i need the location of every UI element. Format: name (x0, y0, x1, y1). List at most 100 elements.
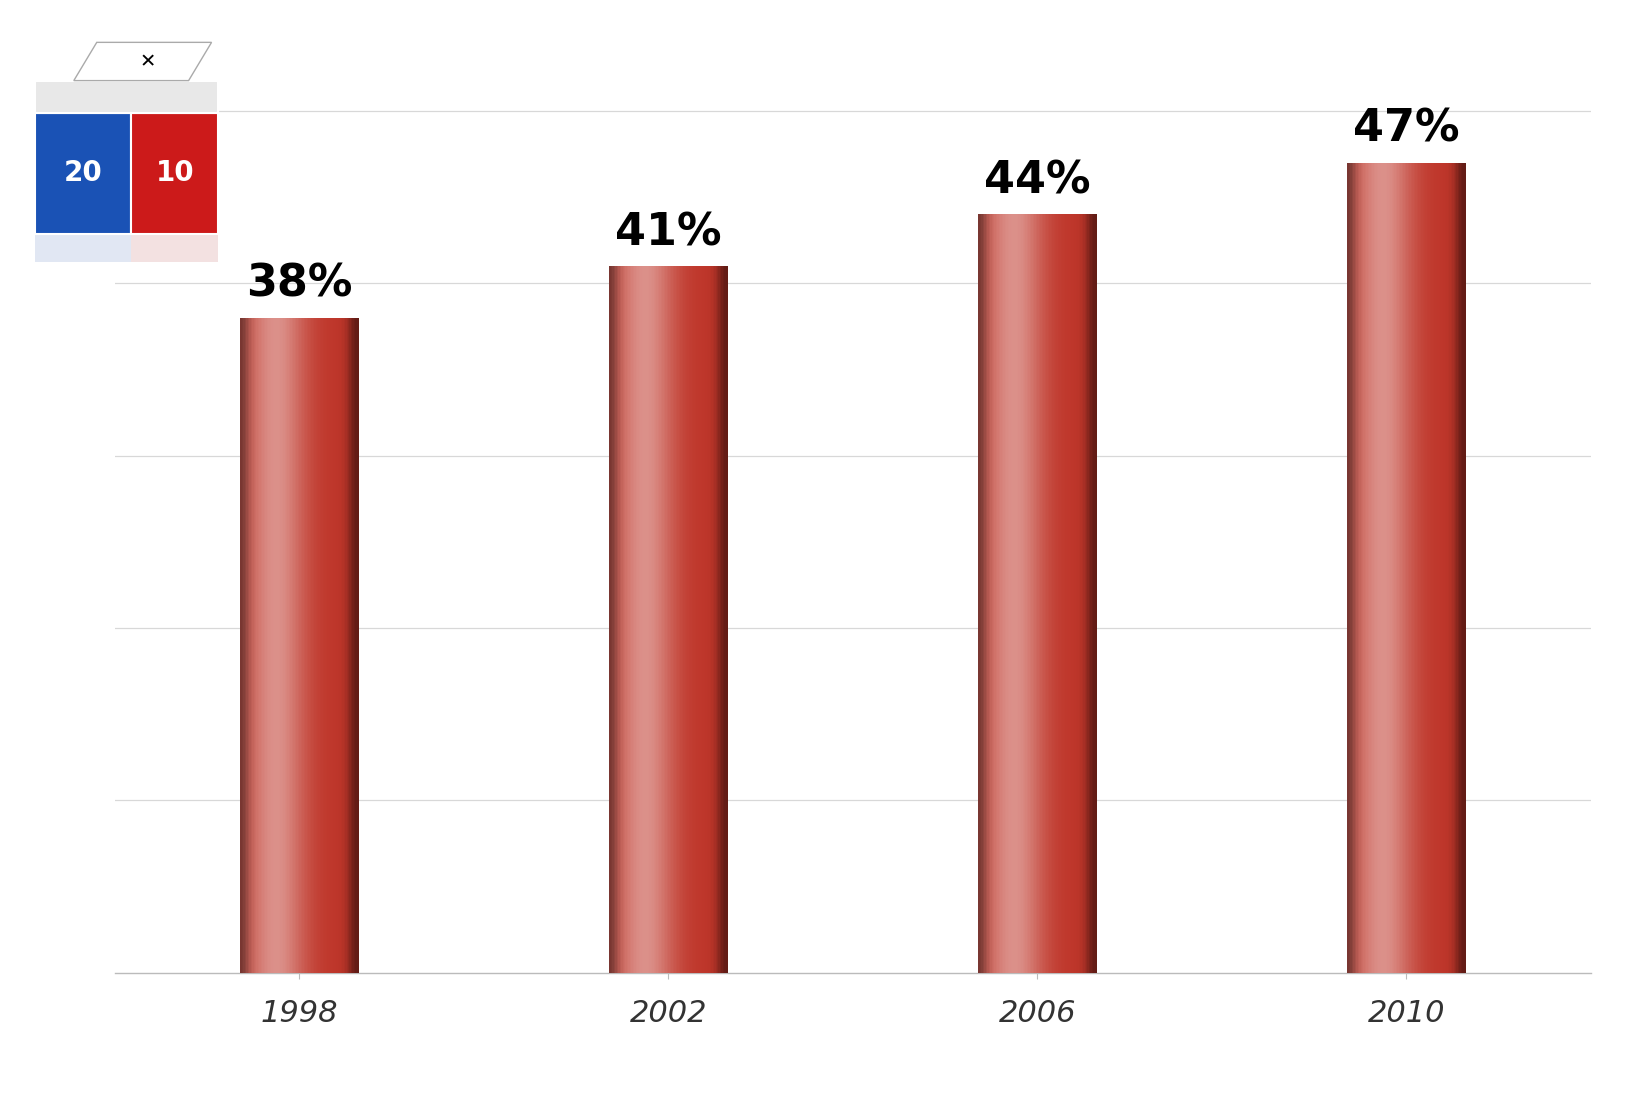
Bar (1039, 214, 1041, 973)
Bar (1046, 214, 1047, 973)
Bar (667, 266, 669, 973)
Bar (1370, 163, 1372, 973)
Bar (321, 318, 323, 973)
Bar (690, 266, 692, 973)
Bar (261, 318, 262, 973)
Bar (1087, 214, 1088, 973)
Bar (1365, 163, 1367, 973)
Bar (1419, 163, 1421, 973)
Bar (1449, 163, 1451, 973)
Bar (1416, 163, 1418, 973)
Bar (256, 318, 257, 973)
Bar (239, 318, 243, 973)
Bar (341, 318, 343, 973)
Bar (264, 318, 266, 973)
Bar (357, 318, 359, 973)
Bar (1092, 214, 1093, 973)
Bar (1082, 214, 1085, 973)
Bar (1436, 163, 1437, 973)
Bar (980, 214, 982, 973)
Bar (1380, 163, 1382, 973)
Bar (716, 266, 718, 973)
Bar (698, 266, 700, 973)
Bar (1398, 163, 1400, 973)
Bar (1080, 214, 1082, 973)
Bar (1388, 163, 1390, 973)
Bar (354, 318, 356, 973)
Bar (1377, 163, 1380, 973)
Bar (1410, 163, 1411, 973)
Bar (711, 266, 713, 973)
Bar (349, 318, 351, 973)
Polygon shape (131, 234, 218, 262)
Bar (1432, 163, 1434, 973)
Bar (688, 266, 690, 973)
Bar (641, 266, 642, 973)
Bar (1001, 214, 1003, 973)
Bar (661, 266, 662, 973)
Bar (344, 318, 347, 973)
Bar (1041, 214, 1042, 973)
Bar (651, 266, 652, 973)
Bar (1059, 214, 1060, 973)
Bar (338, 318, 339, 973)
Bar (628, 266, 629, 973)
Bar (328, 318, 331, 973)
Bar (1454, 163, 1455, 973)
Bar (1049, 214, 1051, 973)
Bar (1405, 163, 1406, 973)
Bar (659, 266, 661, 973)
Bar (1451, 163, 1452, 973)
Bar (983, 214, 985, 973)
Bar (987, 214, 988, 973)
Bar (1028, 214, 1029, 973)
Bar (669, 266, 672, 973)
Bar (308, 318, 310, 973)
Bar (1060, 214, 1062, 973)
Bar (1372, 163, 1373, 973)
Bar (1047, 214, 1049, 973)
Bar (1367, 163, 1369, 973)
Bar (1024, 214, 1026, 973)
Bar (687, 266, 688, 973)
Bar (1057, 214, 1059, 973)
Polygon shape (34, 234, 131, 262)
Bar (633, 266, 634, 973)
Bar (244, 318, 246, 973)
Bar (675, 266, 677, 973)
Bar (305, 318, 306, 973)
Bar (1083, 214, 1085, 973)
Bar (1026, 214, 1028, 973)
Bar (710, 266, 711, 973)
Bar (328, 318, 329, 973)
Bar (1077, 214, 1078, 973)
Bar (1421, 163, 1424, 973)
Bar (256, 318, 259, 973)
Bar (285, 318, 287, 973)
Bar (1006, 214, 1010, 973)
Bar (642, 266, 644, 973)
Bar (613, 266, 615, 973)
Bar (343, 318, 344, 973)
Bar (1075, 214, 1077, 973)
Bar (1377, 163, 1378, 973)
Bar (682, 266, 683, 973)
Bar (1418, 163, 1419, 973)
Bar (724, 266, 726, 973)
Bar (288, 318, 290, 973)
Bar (1403, 163, 1405, 973)
Bar (1006, 214, 1008, 973)
Bar (629, 266, 631, 973)
Bar (325, 318, 326, 973)
Bar (723, 266, 724, 973)
Bar (683, 266, 685, 973)
Bar (1387, 163, 1388, 973)
Bar (336, 318, 338, 973)
Bar (624, 266, 628, 973)
Bar (280, 318, 282, 973)
Bar (1378, 163, 1380, 973)
Bar (249, 318, 251, 973)
Bar (1426, 163, 1428, 973)
Bar (1460, 163, 1462, 973)
Bar (1447, 163, 1449, 973)
